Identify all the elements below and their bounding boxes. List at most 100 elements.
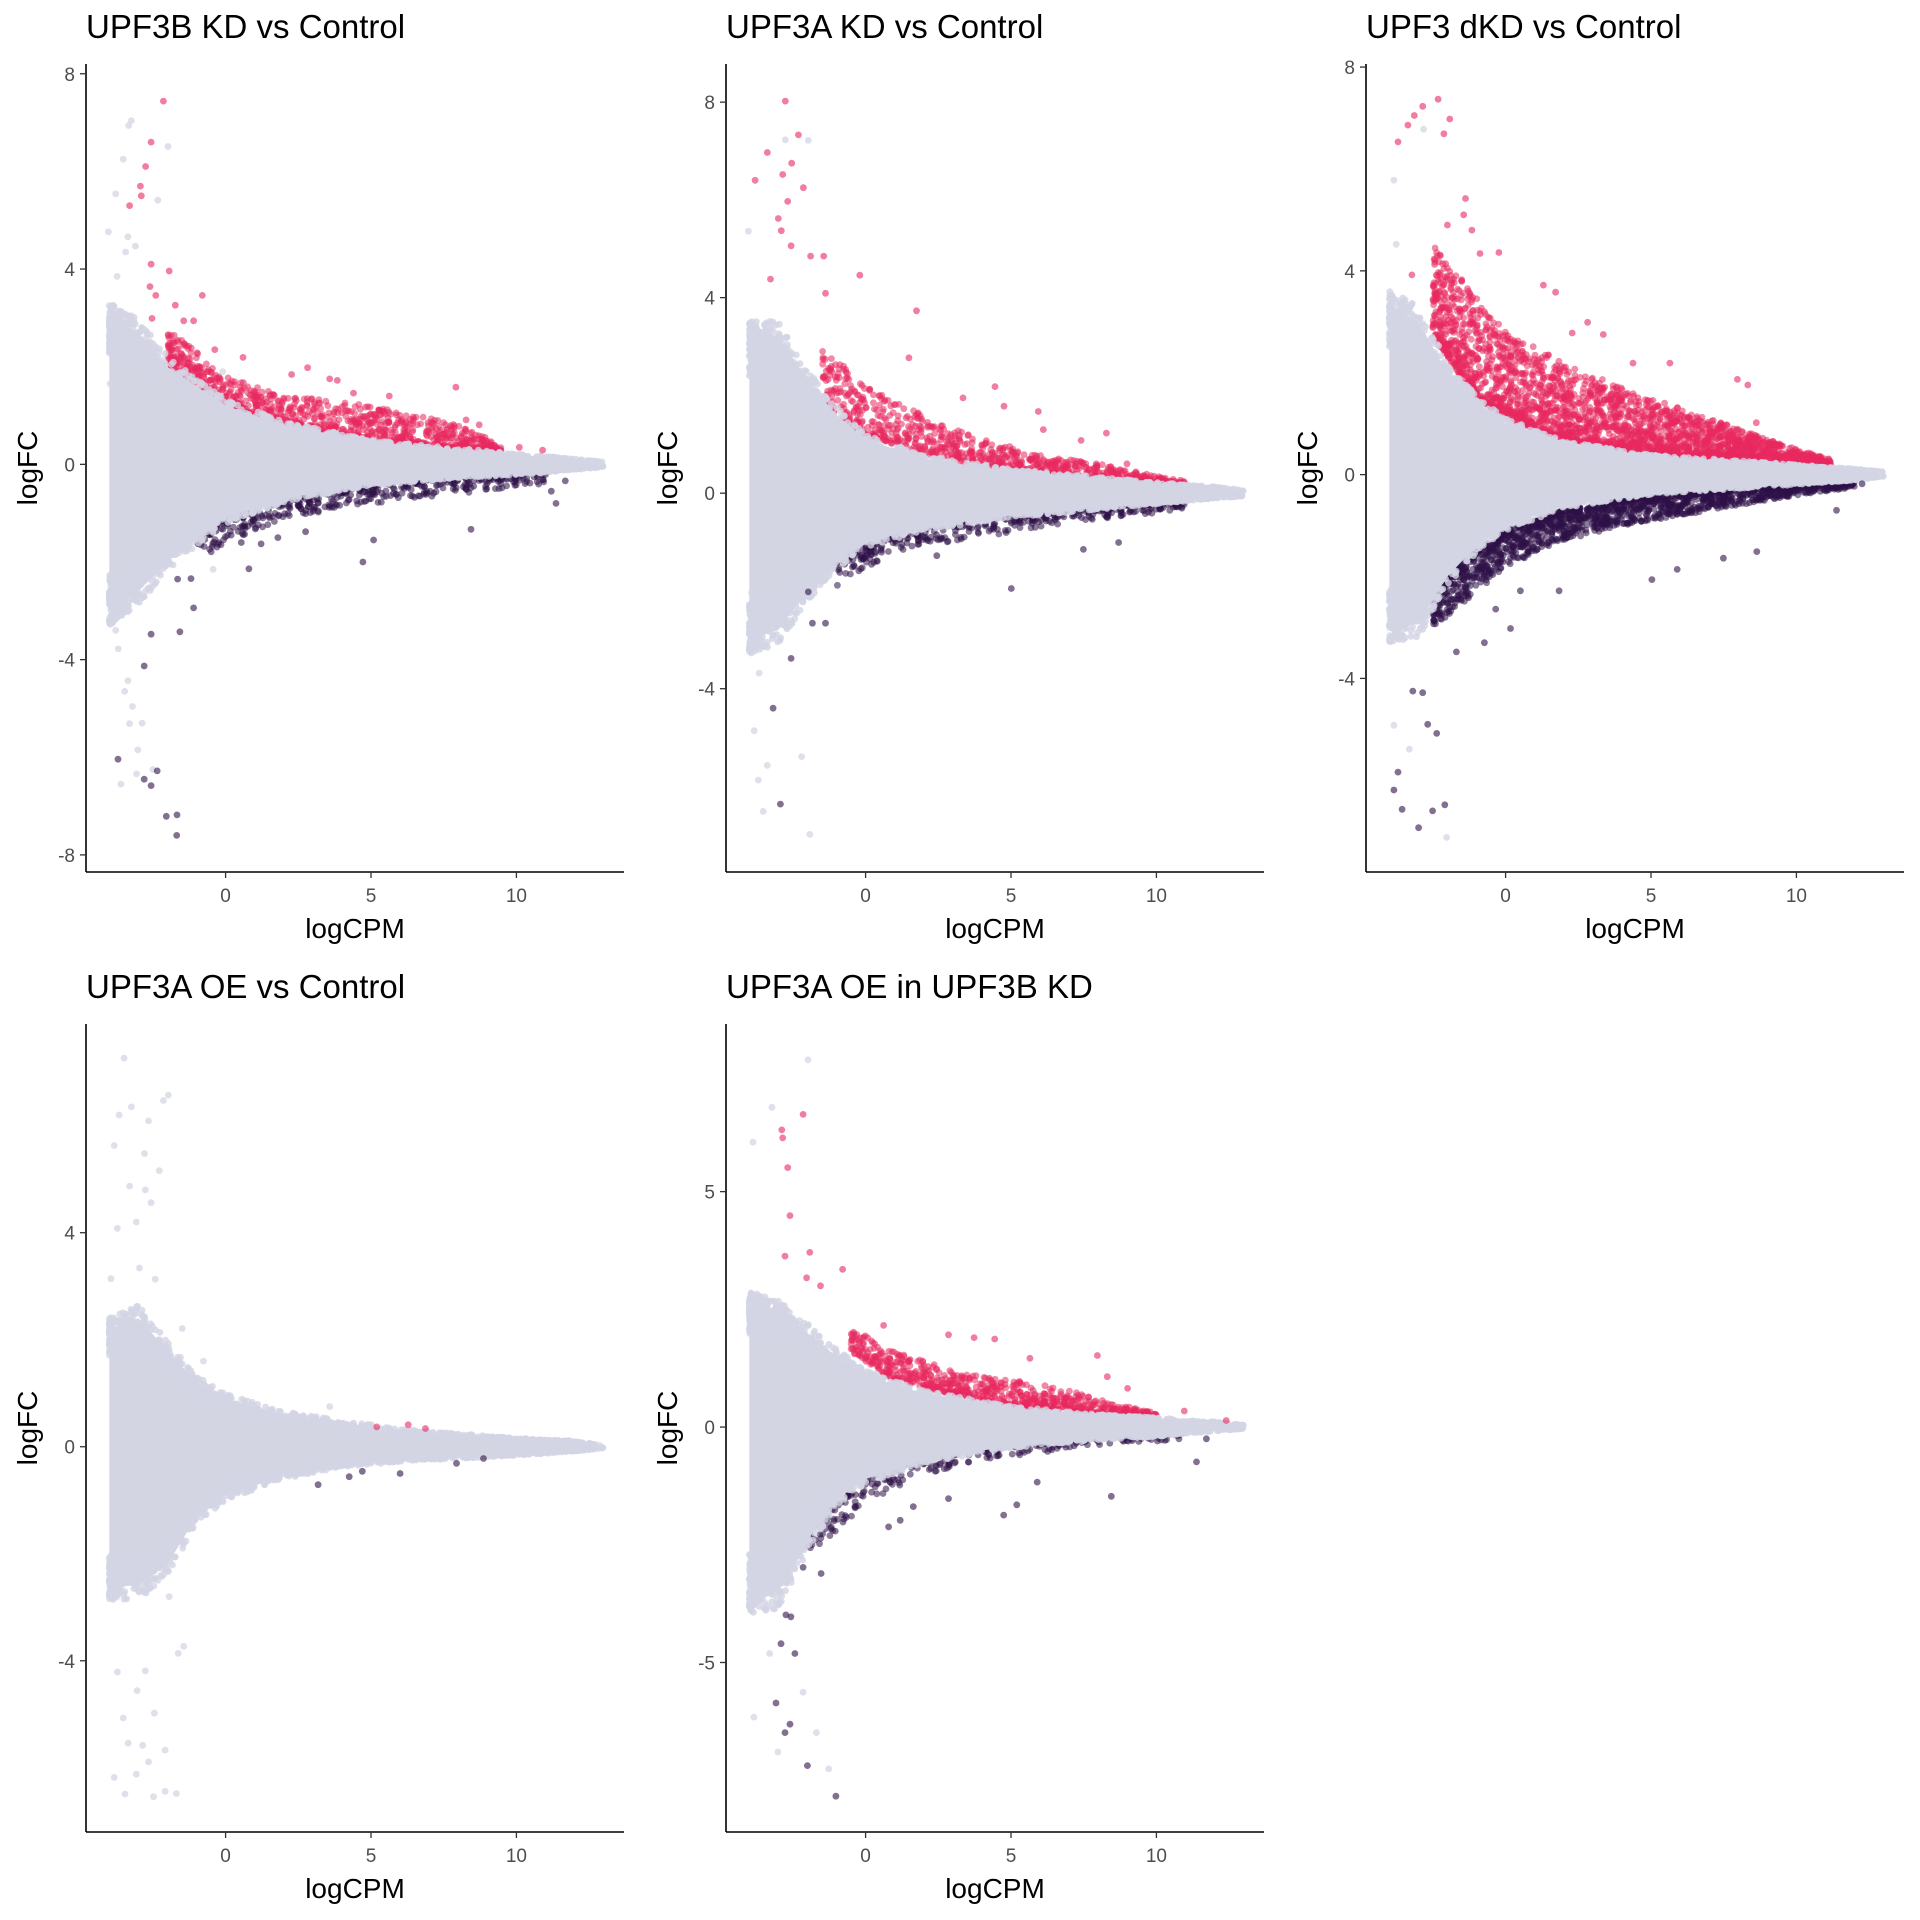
not-significant-point	[144, 366, 152, 374]
down-regulated-point	[954, 536, 961, 544]
down-regulated-point	[1082, 516, 1089, 523]
not-significant-point	[106, 308, 114, 316]
up-regulated-point	[333, 420, 341, 428]
not-significant-point	[597, 460, 605, 468]
down-regulated-point	[539, 476, 547, 484]
up-regulated-point	[165, 342, 173, 350]
up-regulated-point	[205, 377, 213, 385]
up-regulated-point	[1150, 472, 1158, 480]
not-significant-point	[783, 333, 791, 341]
not-significant-point	[173, 383, 181, 391]
up-regulated-point	[308, 395, 316, 402]
down-regulated-point	[975, 530, 982, 537]
up-regulated-point	[333, 377, 341, 384]
not-significant-point	[126, 720, 133, 727]
y-tick-label: 8	[64, 65, 75, 86]
down-regulated-point	[239, 531, 247, 539]
down-regulated-point	[899, 546, 907, 553]
up-regulated-point	[342, 412, 350, 420]
down-regulated-point	[187, 575, 195, 582]
up-regulated-point	[270, 391, 278, 399]
y-axis-label: logFC	[12, 431, 43, 506]
up-regulated-point	[1009, 445, 1017, 453]
down-regulated-point	[547, 487, 555, 495]
not-significant-point	[112, 569, 120, 577]
up-regulated-point	[429, 426, 437, 434]
not-significant-point	[106, 571, 114, 579]
not-significant-point	[559, 455, 567, 462]
not-significant-point	[131, 566, 139, 573]
up-regulated-point	[409, 426, 417, 434]
down-regulated-point	[309, 507, 317, 515]
down-regulated-point	[380, 493, 388, 500]
down-regulated-point	[354, 500, 361, 508]
up-regulated-point	[944, 430, 952, 438]
up-regulated-point	[239, 354, 247, 361]
y-tick-label: 4	[64, 260, 75, 281]
down-regulated-point	[927, 533, 935, 541]
not-significant-point	[371, 478, 378, 486]
up-regulated-point	[211, 346, 219, 353]
up-regulated-point	[1112, 467, 1119, 475]
down-regulated-point	[345, 496, 353, 503]
up-regulated-point	[298, 403, 306, 411]
up-regulated-point	[186, 355, 194, 363]
not-significant-point	[302, 492, 310, 500]
not-significant-point	[107, 324, 115, 332]
up-regulated-point	[284, 408, 292, 416]
down-regulated-point	[467, 484, 475, 492]
up-regulated-point	[458, 429, 466, 437]
up-regulated-point	[179, 341, 187, 349]
up-regulated-point	[924, 422, 932, 430]
up-regulated-point	[209, 365, 216, 372]
not-significant-point	[498, 471, 506, 479]
down-regulated-point	[921, 534, 929, 542]
not-significant-point	[201, 390, 209, 397]
not-significant-point	[547, 467, 555, 475]
up-regulated-point	[918, 433, 926, 440]
not-significant-point	[251, 423, 259, 430]
not-significant-point	[155, 348, 163, 356]
up-regulated-point	[856, 411, 864, 418]
not-significant-point	[175, 549, 183, 557]
up-regulated-point	[1020, 451, 1028, 459]
not-significant-point	[588, 457, 596, 465]
up-regulated-point	[819, 348, 826, 355]
not-significant-point	[109, 344, 117, 352]
not-significant-point	[232, 514, 240, 522]
up-regulated-point	[251, 398, 259, 406]
not-significant-point	[200, 398, 208, 406]
up-regulated-point	[912, 422, 919, 430]
up-regulated-point	[988, 441, 996, 449]
not-significant-point	[125, 122, 133, 129]
down-regulated-point	[492, 485, 499, 492]
down-regulated-point	[285, 512, 293, 519]
down-regulated-point	[873, 557, 881, 565]
not-significant-point	[478, 449, 486, 457]
up-regulated-point	[1093, 464, 1101, 472]
up-regulated-point	[330, 410, 338, 418]
up-regulated-point	[892, 430, 900, 438]
up-regulated-point	[434, 438, 441, 445]
down-regulated-point	[234, 527, 242, 535]
up-regulated-point	[475, 421, 483, 429]
up-regulated-point	[193, 354, 200, 362]
up-regulated-point	[954, 427, 962, 435]
not-significant-point	[124, 233, 132, 241]
y-tick-label: -4	[58, 651, 75, 672]
not-significant-point	[344, 433, 351, 440]
up-regulated-point	[393, 411, 400, 419]
up-regulated-point	[402, 431, 410, 439]
not-significant-point	[455, 448, 463, 456]
not-significant-point	[423, 472, 430, 480]
not-significant-point	[208, 403, 216, 411]
not-significant-point	[549, 453, 557, 461]
up-regulated-point	[203, 360, 210, 368]
down-regulated-point	[432, 488, 440, 496]
up-regulated-point	[898, 420, 905, 428]
not-significant-point	[576, 457, 583, 465]
up-regulated-point	[348, 415, 355, 423]
not-significant-point	[488, 449, 496, 456]
not-significant-point	[136, 580, 144, 588]
